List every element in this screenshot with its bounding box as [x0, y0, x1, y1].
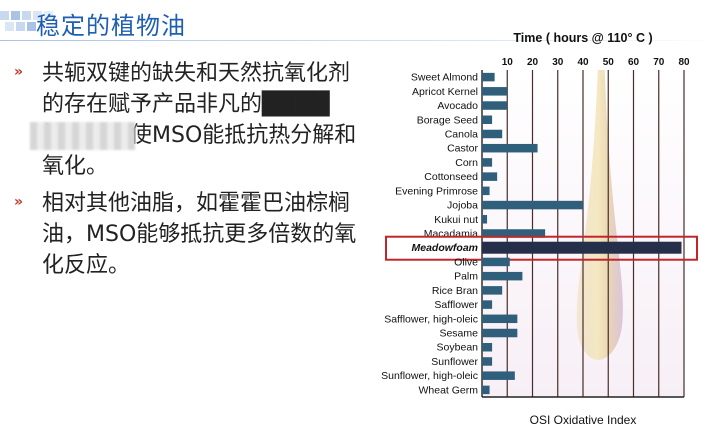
bullet-marker-icon: » — [14, 64, 24, 80]
category-label: Sesame — [439, 328, 478, 340]
category-label: Palm — [454, 271, 478, 283]
bullet-marker-icon: » — [14, 194, 24, 210]
category-label: Kukui nut — [434, 214, 478, 226]
bar — [482, 371, 515, 380]
category-label: Borage Seed — [417, 114, 478, 126]
category-label: Jojoba — [447, 200, 478, 212]
x-tick-label: 80 — [678, 57, 690, 68]
bar — [482, 172, 498, 181]
bullet-text: 共轭双键的缺失和天然抗氧化剂的存在赋予产品非凡的████性，从而使MSO能抵抗热… — [42, 61, 357, 179]
category-label: Corn — [455, 157, 478, 169]
category-label: Safflower, high-oleic — [384, 313, 478, 325]
chart-title: Time ( hours @ 110° C ) — [513, 31, 652, 45]
title-decoration — [0, 11, 53, 31]
category-label: Canola — [445, 128, 478, 140]
bar — [482, 328, 518, 338]
bar — [482, 215, 488, 224]
bullet-item: » 共轭双键的缺失和天然抗氧化剂的存在赋予产品非凡的████性，从而使MSO能抵… — [14, 58, 359, 182]
slide-title: 稳定的植物油 — [36, 12, 186, 40]
bar — [482, 72, 495, 82]
x-tick-label: 30 — [552, 57, 564, 68]
category-label: Safflower — [434, 299, 478, 311]
category-label: Cottonseed — [424, 171, 478, 183]
x-tick-label: 40 — [577, 57, 589, 68]
bar — [482, 101, 508, 110]
bar — [482, 257, 510, 267]
category-label: Castor — [447, 143, 478, 155]
blurred-region — [30, 122, 135, 150]
x-tick-label: 60 — [628, 57, 640, 68]
category-label: Evening Primrose — [395, 185, 478, 197]
category-label: Macadamia — [424, 228, 478, 240]
bar — [482, 229, 546, 238]
category-label: Apricot Kernel — [412, 86, 478, 98]
category-label: Soybean — [437, 342, 479, 354]
category-label: Sunflower — [431, 356, 478, 368]
oil-drop-illustration — [576, 70, 623, 360]
x-axis-label: OSI Oxidative Index — [530, 413, 637, 427]
bar — [482, 286, 503, 295]
x-tick-label: 10 — [502, 57, 514, 68]
bullet-list: » 共轭双键的缺失和天然抗氧化剂的存在赋予产品非凡的████性，从而使MSO能抵… — [14, 58, 359, 287]
bar — [482, 129, 503, 139]
osi-bar-chart: 10 20 30 40 50 60 70 80 Time ( hours @ 110° C ) O… — [381, 31, 698, 427]
category-label: Olive — [454, 256, 478, 268]
bar — [482, 158, 493, 167]
category-label: Avocado — [437, 100, 478, 112]
bar — [482, 271, 523, 281]
x-tick-label: 50 — [603, 57, 615, 68]
x-tick-label: 70 — [653, 57, 665, 68]
bar — [482, 186, 490, 196]
bar — [482, 241, 682, 254]
x-tick-label: 20 — [527, 57, 539, 68]
bar — [482, 357, 493, 366]
bar — [482, 385, 490, 395]
highlight-box — [385, 235, 698, 261]
category-label: Sweet Almond — [411, 72, 478, 84]
bar — [482, 115, 493, 125]
bullet-text: 相对其他油脂，如霍霍巴油棕榈油，MSO能够抵抗更多倍数的氧化反应。 — [42, 191, 357, 278]
bar — [482, 143, 538, 153]
bullet-item: » 相对其他油脂，如霍霍巴油棕榈油，MSO能够抵抗更多倍数的氧化反应。 — [14, 188, 359, 281]
category-label: Sunflower, high-oleic — [381, 370, 478, 382]
category-label: Meadowfoam — [411, 242, 478, 254]
category-label: Rice Bran — [432, 285, 478, 297]
bar — [482, 200, 583, 210]
title-underline — [0, 40, 721, 41]
bar — [482, 342, 493, 352]
bar — [482, 87, 508, 96]
category-label: Wheat Germ — [418, 384, 478, 396]
bar — [482, 314, 518, 324]
bar — [482, 300, 493, 309]
